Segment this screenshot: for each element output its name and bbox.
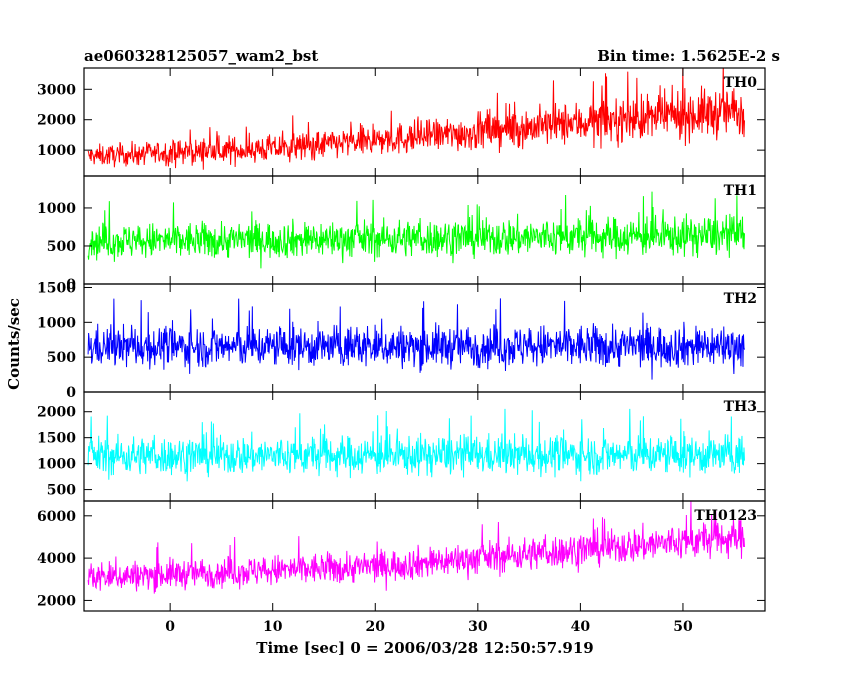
y-tick-label: 6000 <box>37 509 76 525</box>
series-line-th0123 <box>87 501 745 594</box>
panel-th2: 0 500 1000 1500 TH2 <box>37 280 766 401</box>
x-tick-label: 10 <box>263 619 283 635</box>
series-line-th2 <box>87 298 745 380</box>
chart-title-right: Bin time: 1.5625E-2 s <box>597 47 780 65</box>
y-tick-label: 3000 <box>37 82 76 98</box>
y-tick-label: 2000 <box>37 405 76 421</box>
panel-th3: 500 1000 1500 2000 TH3 <box>37 391 766 502</box>
panel-th0123: 2000 4000 6000 0 10 20 30 40 50 TH0123 <box>37 500 766 635</box>
series-line-th1 <box>87 191 745 269</box>
y-tick-label: 0 <box>66 385 76 401</box>
y-tick-label: 1000 <box>37 201 76 217</box>
panel-th0: 1000 2000 3000 TH0 <box>37 67 766 177</box>
panel-label-th0123: TH0123 <box>694 508 757 524</box>
panel-label-th0: TH0 <box>724 75 758 91</box>
panel-label-th1: TH1 <box>724 183 757 199</box>
y-tick-label: 500 <box>47 350 76 366</box>
y-tick-label: 2000 <box>37 593 76 609</box>
panel-label-th2: TH2 <box>724 291 757 307</box>
y-tick-label: 1000 <box>37 315 76 331</box>
x-tick-label: 50 <box>673 619 693 635</box>
series-line-th0 <box>87 68 745 170</box>
y-tick-label: 1500 <box>37 431 76 447</box>
x-tick-label: 20 <box>366 619 386 635</box>
chart-title-left: ae060328125057_wam2_bst <box>84 47 318 65</box>
x-tick-label: 30 <box>468 619 488 635</box>
y-tick-label: 2000 <box>37 113 76 129</box>
x-axis-label: Time [sec] 0 = 2006/03/28 12:50:57.919 <box>256 639 593 657</box>
x-tick-label: 40 <box>571 619 591 635</box>
y-tick-label: 0 <box>66 277 76 293</box>
y-tick-label: 500 <box>47 483 76 499</box>
x-tick-label: 0 <box>165 619 175 635</box>
y-axis-label: Counts/sec <box>5 298 23 390</box>
y-tick-label: 1000 <box>37 457 76 473</box>
panel-label-th3: TH3 <box>724 399 757 415</box>
y-tick-label: 4000 <box>37 551 76 567</box>
y-tick-label: 1000 <box>37 143 76 159</box>
y-tick-label: 1500 <box>37 280 76 296</box>
panel-frame <box>83 67 766 177</box>
y-tick-label: 500 <box>47 239 76 255</box>
series-line-th3 <box>87 408 745 482</box>
panel-th1: 0 500 1000 TH1 <box>37 175 766 293</box>
panel-frame <box>83 500 766 612</box>
